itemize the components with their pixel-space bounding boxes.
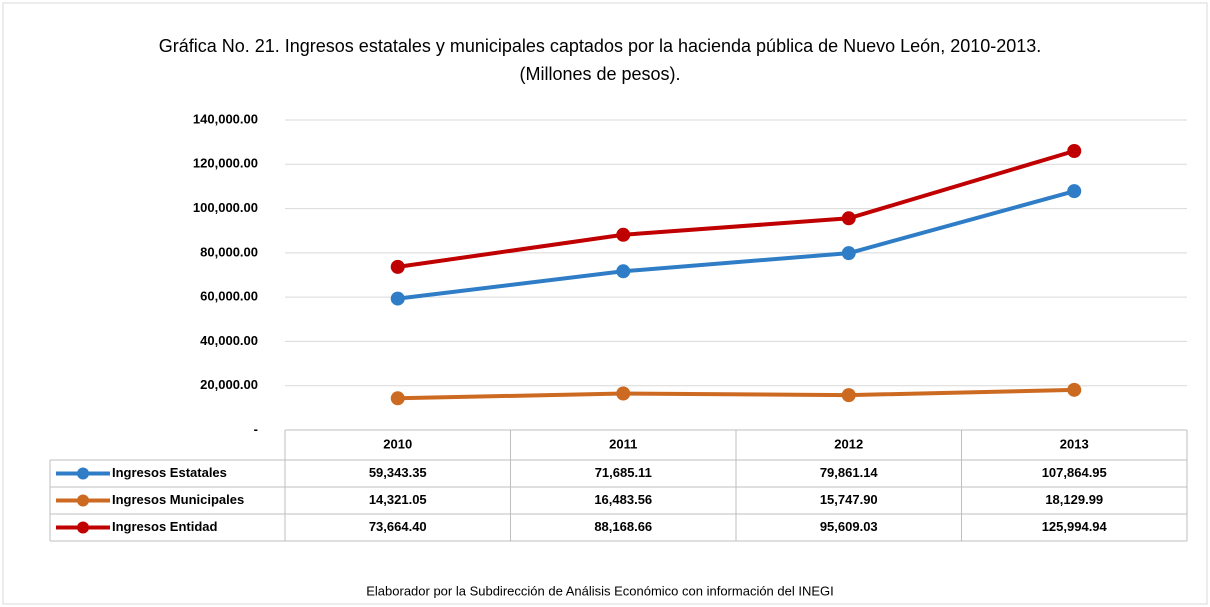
y-tick-label: 120,000.00 xyxy=(193,156,258,171)
point xyxy=(390,391,405,406)
legend-label: Ingresos Estatales xyxy=(112,465,227,480)
table-value: 14,321.05 xyxy=(369,492,427,507)
point xyxy=(616,386,631,401)
y-tick-label: 100,000.00 xyxy=(193,200,258,215)
x-tick-label: 2010 xyxy=(383,436,412,451)
point xyxy=(616,264,631,279)
series-line xyxy=(397,149,1075,269)
table-value: 15,747.90 xyxy=(820,492,878,507)
point xyxy=(616,227,631,242)
point xyxy=(390,259,405,274)
table-value: 125,994.94 xyxy=(1042,519,1108,534)
y-tick-label: 40,000.00 xyxy=(200,333,258,348)
y-tick-label: 60,000.00 xyxy=(200,289,258,304)
table-value: 73,664.40 xyxy=(369,519,427,534)
point xyxy=(1067,144,1082,159)
point xyxy=(841,211,856,226)
table-value: 16,483.56 xyxy=(594,492,652,507)
table-value: 95,609.03 xyxy=(820,519,878,534)
table-value: 18,129.99 xyxy=(1045,492,1103,507)
point xyxy=(390,291,405,306)
table-value: 107,864.95 xyxy=(1042,465,1107,480)
point xyxy=(1067,382,1082,397)
y-tick-label: - xyxy=(254,421,258,436)
legend-marker xyxy=(77,494,89,507)
x-tick-label: 2012 xyxy=(834,436,863,451)
legend-label: Ingresos Entidad xyxy=(112,519,218,534)
y-tick-label: 20,000.00 xyxy=(200,377,258,392)
series-line xyxy=(397,189,1075,301)
chart-title: Gráfica No. 21. Ingresos estatales y mun… xyxy=(158,36,1042,84)
point xyxy=(841,246,856,261)
y-tick-label: 80,000.00 xyxy=(200,244,258,259)
table-value: 59,343.35 xyxy=(369,465,427,480)
legend-marker xyxy=(77,467,89,480)
point xyxy=(1067,184,1082,199)
table-value: 79,861.14 xyxy=(820,465,879,480)
series-line xyxy=(397,387,1075,401)
x-tick-label: 2011 xyxy=(609,436,637,451)
y-tick-label: 140,000.00 xyxy=(193,111,258,126)
table-value: 88,168.66 xyxy=(594,519,652,534)
legend-label: Ingresos Municipales xyxy=(112,492,244,507)
point xyxy=(841,388,856,403)
legend-marker xyxy=(77,521,89,534)
x-tick-label: 2013 xyxy=(1060,436,1089,451)
footnote: Elaborador por la Subdirección de Anális… xyxy=(366,583,834,598)
table-value: 71,685.11 xyxy=(595,465,652,480)
